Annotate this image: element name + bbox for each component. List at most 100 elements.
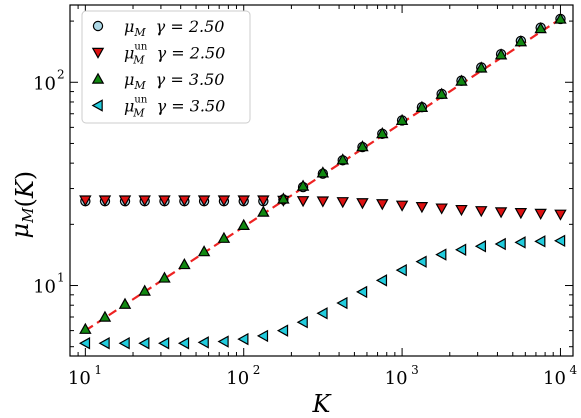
data-point: [98, 310, 112, 322]
data-point: [415, 100, 429, 112]
legend-subscript: M: [132, 54, 145, 67]
data-point: [237, 332, 249, 346]
plot-frame: [69, 4, 574, 357]
data-point: [514, 208, 528, 220]
data-point: [296, 315, 308, 329]
x-tick-label: 10: [68, 368, 91, 389]
y-axis-label-subscript: M: [19, 207, 37, 224]
x-tick-label: 10: [385, 368, 408, 389]
data-point: [455, 204, 468, 217]
data-point: [474, 240, 487, 253]
x-axis-label: K: [312, 390, 333, 418]
series-3: [79, 12, 567, 334]
axis-labels: KμM(K): [6, 171, 333, 418]
data-point: [376, 127, 389, 139]
data-point: [276, 324, 289, 337]
data-points: [78, 12, 567, 350]
data-point: [257, 195, 270, 207]
data-point: [455, 243, 467, 256]
data-point: [178, 257, 191, 270]
data-point: [534, 235, 546, 248]
axis-tick-labels: 10 1 10 2 10 3 10 410 110 2: [33, 67, 577, 389]
data-point: [118, 195, 132, 207]
x-tick-label: 10: [543, 368, 566, 389]
data-point: [514, 35, 528, 47]
data-point: [356, 140, 369, 152]
legend-gamma: γ = 2.50: [157, 44, 226, 63]
data-point: [415, 255, 427, 268]
y-axis-label-paren-close: ): [11, 171, 39, 180]
data-point: [79, 322, 92, 334]
data-point: [78, 337, 91, 350]
legend-gamma: γ = 2.50: [156, 17, 225, 36]
x-tick-exponent: 2: [253, 363, 261, 377]
legend-superscript: un: [134, 95, 147, 106]
data-point: [98, 195, 112, 207]
data-point: [158, 195, 171, 207]
data-point: [118, 297, 132, 309]
data-point: [197, 336, 209, 349]
data-point: [554, 12, 567, 24]
data-point: [514, 236, 526, 249]
x-tick-exponent: 1: [94, 363, 102, 377]
data-point: [217, 335, 229, 348]
data-point: [475, 61, 488, 73]
y-axis-label-paren-open: (: [11, 198, 39, 207]
data-point: [217, 195, 231, 207]
data-point: [356, 198, 369, 210]
data-point: [237, 195, 250, 207]
legend-label: μM γ = 2.50: [124, 17, 224, 39]
x-tick-exponent: 3: [411, 363, 419, 377]
data-point: [316, 196, 330, 208]
legend-symbol: μ: [124, 44, 134, 63]
data-point: [237, 218, 250, 230]
legend-symbol: μ: [124, 97, 134, 116]
series-2: [79, 195, 567, 221]
y-axis-label-var: K: [11, 178, 39, 199]
legend-subscript: M: [132, 107, 145, 120]
legend-symbol: μ: [124, 70, 134, 89]
y-tick-exponent: 2: [57, 67, 65, 81]
data-point: [296, 179, 310, 191]
data-point: [79, 195, 92, 207]
data-point: [138, 195, 151, 207]
data-point: [554, 234, 566, 248]
data-point: [534, 22, 547, 34]
y-tick-exponent: 1: [57, 271, 65, 285]
data-point: [98, 337, 110, 350]
legend-superscript: un: [134, 42, 147, 53]
data-point: [177, 337, 190, 350]
y-axis-label: μM(K): [6, 171, 39, 239]
legend-gamma: γ = 3.50: [156, 70, 225, 89]
data-point: [455, 74, 468, 86]
data-point: [435, 87, 448, 99]
data-point: [356, 285, 368, 299]
data-point: [178, 195, 191, 207]
data-point: [336, 197, 349, 209]
legend-gamma: γ = 3.50: [157, 97, 226, 116]
data-point: [534, 208, 547, 220]
data-point: [138, 337, 150, 350]
data-point: [375, 274, 388, 287]
legend-marker: [91, 99, 103, 112]
data-point: [158, 337, 170, 350]
x-tick-label: 10: [226, 368, 249, 389]
x-tick-exponent: 4: [569, 363, 577, 377]
legend-subscript: M: [133, 26, 146, 39]
legend-label: μM γ = 3.50: [124, 70, 224, 92]
data-point: [257, 205, 270, 217]
data-point: [494, 207, 508, 219]
data-point: [197, 245, 211, 257]
data-point: [475, 206, 488, 218]
data-point: [158, 271, 171, 283]
series-4: [78, 234, 566, 350]
legend-symbol: μ: [124, 17, 134, 36]
data-point: [435, 203, 448, 215]
data-point: [316, 166, 330, 178]
data-point: [554, 209, 567, 221]
legend-marker: [92, 20, 104, 32]
y-tick-label: 10: [33, 73, 56, 94]
data-point: [494, 237, 506, 251]
data-point: [197, 195, 211, 207]
